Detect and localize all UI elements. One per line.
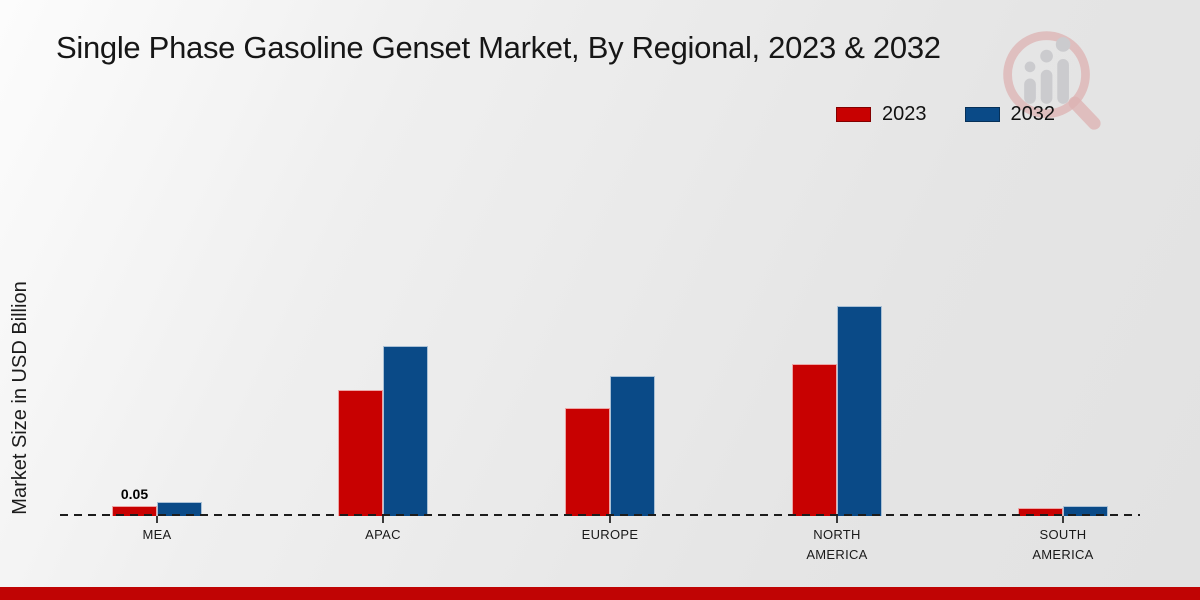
bar-2032-apac (383, 346, 428, 516)
legend-swatch-2023 (836, 107, 871, 122)
bar-2032-europe (610, 376, 655, 516)
x-tick-mea (156, 516, 158, 523)
x-axis-label-south-america: SOUTH AMERICA (1032, 527, 1094, 563)
x-tick-north-america (836, 516, 838, 523)
x-tick-apac (382, 516, 384, 523)
chart-title: Single Phase Gasoline Genset Market, By … (56, 30, 941, 65)
y-axis-label: Market Size in USD Billion (9, 281, 31, 515)
legend: 2023 2032 (836, 103, 1055, 126)
bar-2023-europe (565, 408, 610, 516)
x-axis-label-mea: MEA (142, 527, 172, 542)
bar-2032-north-america (837, 306, 882, 516)
legend-item-2023: 2023 (836, 103, 927, 126)
x-axis-baseline (60, 514, 1140, 516)
legend-label-2023: 2023 (882, 103, 927, 125)
bar-2023-mea (112, 506, 157, 516)
bar-2023-apac (338, 390, 383, 516)
market-research-logo-icon (1003, 31, 1101, 130)
x-axis-label-north-america: NORTH AMERICA (806, 527, 868, 563)
x-tick-south-america (1062, 516, 1064, 523)
legend-swatch-2032 (964, 107, 1000, 122)
bar-2023-south-america (1018, 508, 1063, 516)
bar-2032-mea (157, 502, 202, 516)
legend-item-2032: 2032 (964, 103, 1056, 126)
x-tick-europe (609, 516, 611, 523)
bar-value-label-2023-mea: 0.05 (120, 486, 149, 502)
bar-2023-north-america (792, 364, 837, 516)
x-axis-label-apac: APAC (365, 527, 401, 542)
footer-accent-bar (0, 587, 1200, 600)
x-axis-label-europe: EUROPE (581, 527, 639, 542)
legend-label-2032: 2032 (1010, 103, 1056, 125)
bar-2032-south-america (1063, 506, 1108, 516)
